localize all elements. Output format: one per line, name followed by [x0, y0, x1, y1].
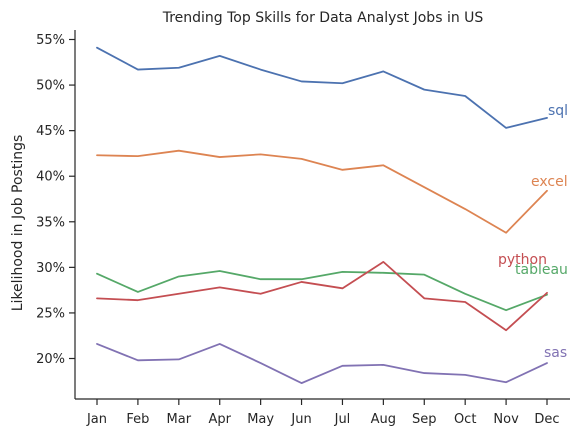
y-axis-label: Likelihood in Job Postings — [10, 135, 26, 312]
series-line-python — [96, 260, 548, 332]
x-tick-label: Jun — [290, 412, 311, 427]
x-tick-label: Jan — [86, 412, 107, 427]
y-axis-ticks: 20% 25% 30% 35% 40% 45% 50% 55% — [36, 33, 75, 367]
x-tick-label: May — [247, 412, 274, 427]
y-tick-label: 35% — [36, 215, 65, 230]
y-tick-label: 25% — [36, 306, 65, 321]
x-tick-label: Jul — [334, 412, 351, 427]
y-tick-label: 30% — [36, 261, 65, 276]
y-tick-label: 45% — [36, 124, 65, 139]
series-line-sql — [96, 46, 548, 129]
series-label-sas: sas — [544, 345, 567, 361]
series-line-excel — [96, 149, 548, 234]
y-tick-label: 50% — [36, 79, 65, 94]
y-tick-label: 40% — [36, 170, 65, 185]
x-tick-label: Nov — [493, 412, 519, 427]
x-tick-label: Dec — [534, 412, 559, 427]
chart-title: Trending Top Skills for Data Analyst Job… — [162, 10, 484, 26]
x-tick-label: Apr — [208, 412, 231, 427]
x-tick-label: Mar — [167, 412, 192, 427]
series-label-tableau: tableau — [515, 262, 568, 278]
x-axis-ticks: Jan Feb Mar Apr May Jun Jul Aug Sep Oct Nov Dec — [86, 399, 560, 427]
x-tick-label: Sep — [412, 412, 437, 427]
y-tick-label: 20% — [36, 352, 65, 367]
series-label-sql: sql — [548, 103, 568, 119]
y-tick-label: 55% — [36, 33, 65, 48]
x-tick-label: Aug — [371, 412, 396, 427]
x-tick-label: Feb — [126, 412, 149, 427]
series-label-python: python — [498, 252, 547, 268]
x-tick-label: Oct — [454, 412, 476, 427]
series-line-tableau — [96, 270, 548, 312]
series-lines — [96, 46, 548, 385]
series-line-sas — [96, 343, 548, 385]
series-label-excel: excel — [531, 174, 568, 190]
